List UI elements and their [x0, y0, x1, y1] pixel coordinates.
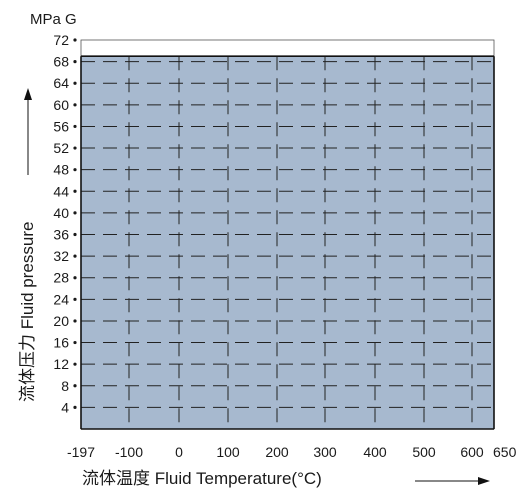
- x-tick-label: 300: [313, 444, 337, 460]
- y-tick-mark: [73, 340, 77, 345]
- operating-region: [81, 56, 494, 429]
- y-tick-label: 68: [53, 54, 69, 70]
- y-tick-mark: [73, 38, 77, 42]
- y-tick-mark: [73, 168, 77, 172]
- unit-label: MPa G: [30, 11, 77, 28]
- y-tick-mark: [73, 146, 77, 150]
- y-tick-label: 16: [53, 335, 69, 351]
- y-tick-label: 52: [53, 140, 69, 156]
- y-tick-mark: [73, 254, 77, 258]
- y-tick-mark: [73, 384, 77, 388]
- y-tick-mark: [73, 405, 77, 409]
- x-tick-label: -197: [67, 444, 95, 460]
- x-axis-title: 流体温度 Fluid Temperature(°C): [82, 469, 322, 488]
- y-axis-title: 流体压力 Fluid pressure: [18, 222, 37, 402]
- y-tick-label: 32: [53, 248, 69, 264]
- y-tick-label: 8: [61, 378, 69, 394]
- plot-area: [80, 39, 495, 430]
- y-tick-mark: [73, 189, 77, 193]
- x-tick-label: 500: [412, 444, 436, 460]
- x-axis-arrow: [415, 477, 490, 485]
- y-tick-label: 44: [53, 183, 69, 199]
- y-tick-mark: [73, 103, 77, 107]
- y-tick-mark: [73, 232, 77, 237]
- y-tick-label: 4: [61, 399, 69, 415]
- x-tick-label: 650: [493, 444, 517, 460]
- y-tick-label: 48: [53, 162, 69, 178]
- y-axis-arrow: [24, 88, 32, 175]
- y-tick-mark: [73, 276, 77, 280]
- y-tick-label: 20: [53, 313, 69, 329]
- y-tick-mark: [73, 211, 77, 215]
- x-tick-label: 600: [460, 444, 484, 460]
- y-tick-label: 36: [53, 227, 69, 243]
- y-tick-mark: [73, 124, 77, 129]
- y-tick-mark: [73, 81, 77, 85]
- y-tick-mark: [73, 319, 77, 323]
- y-tick-mark: [73, 297, 77, 301]
- x-tick-label: 200: [265, 444, 289, 460]
- y-tick-mark: [73, 60, 77, 64]
- x-tick-label: -100: [115, 444, 143, 460]
- x-tick-label: 0: [175, 444, 183, 460]
- x-tick-label: 400: [363, 444, 387, 460]
- y-tick-label: 12: [53, 356, 69, 372]
- y-tick-label: 24: [53, 291, 69, 307]
- y-tick-mark: [73, 362, 77, 366]
- y-tick-label: 64: [53, 75, 69, 91]
- y-tick-label: 40: [53, 205, 69, 221]
- y-tick-label: 72: [53, 32, 69, 48]
- y-tick-label: 28: [53, 270, 69, 286]
- y-tick-label: 60: [53, 97, 69, 113]
- x-tick-label: 100: [216, 444, 240, 460]
- y-tick-label: 56: [53, 118, 69, 134]
